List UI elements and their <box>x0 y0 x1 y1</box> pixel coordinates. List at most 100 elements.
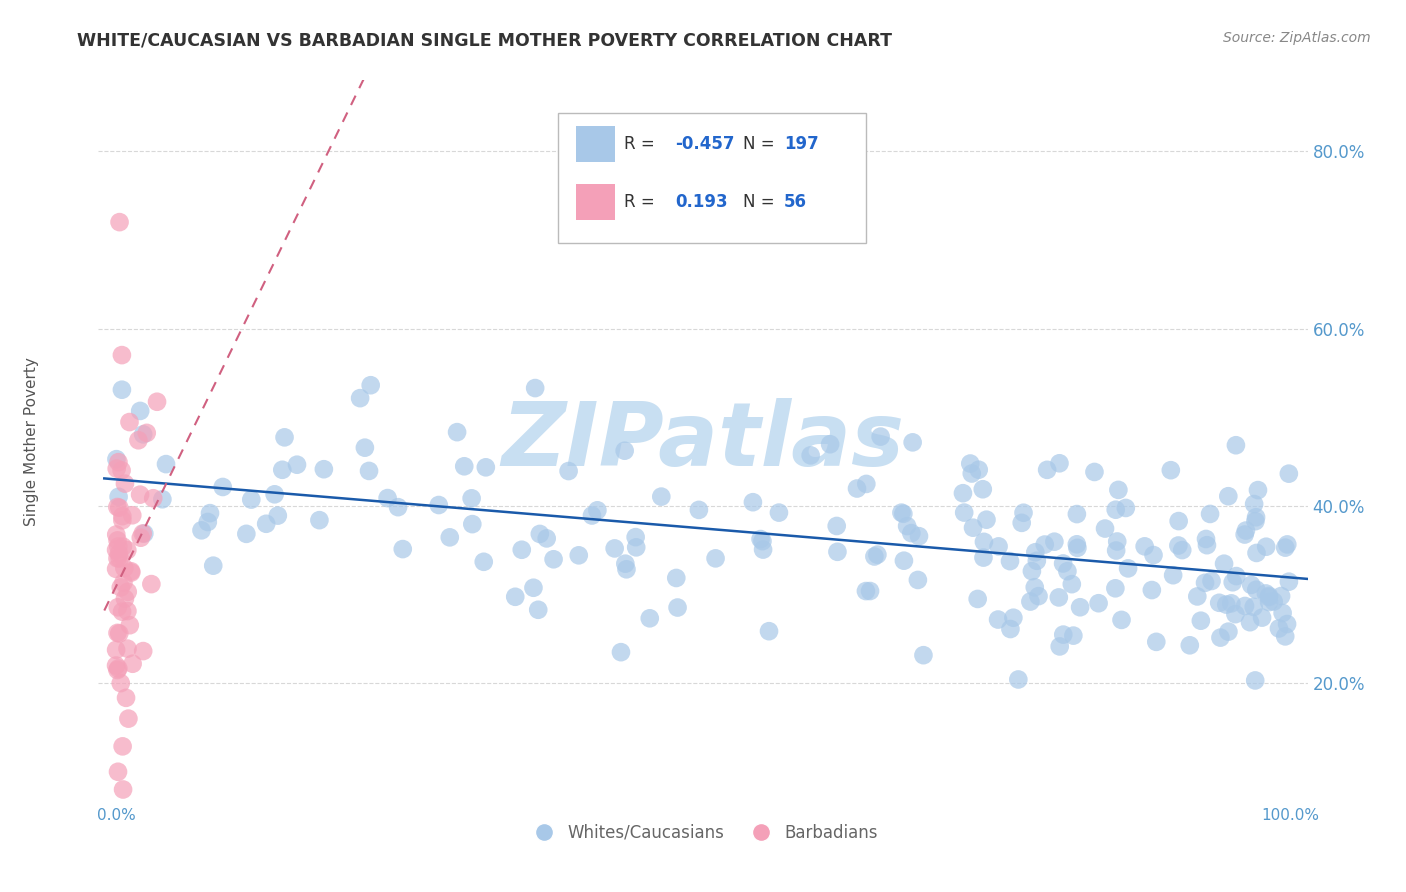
Point <box>1213 557 1236 571</box>
Point <box>105 542 128 557</box>
Point <box>893 554 915 568</box>
Point <box>1116 561 1139 575</box>
Point <box>901 435 924 450</box>
Point <box>115 690 138 705</box>
Point <box>1066 507 1088 521</box>
Point <box>110 581 132 595</box>
Point <box>108 500 131 515</box>
Point <box>1225 569 1247 583</box>
Point <box>1194 575 1216 590</box>
Point <box>1028 589 1050 603</box>
Point <box>998 554 1021 568</box>
Point <box>912 648 935 663</box>
Point <box>749 532 772 546</box>
Point <box>624 541 647 555</box>
Point <box>751 534 773 549</box>
FancyBboxPatch shape <box>558 112 866 243</box>
Text: R =: R = <box>624 193 655 211</box>
Point <box>768 506 790 520</box>
Point <box>1105 543 1128 558</box>
Point <box>312 462 335 476</box>
Point <box>1024 580 1046 594</box>
Bar <box>576 184 614 219</box>
Point <box>141 577 163 591</box>
Point <box>1111 613 1133 627</box>
Text: R =: R = <box>624 135 655 153</box>
Point <box>1178 638 1201 652</box>
Point <box>197 515 219 529</box>
Point <box>112 575 135 590</box>
Point <box>529 527 551 541</box>
Point <box>522 581 544 595</box>
Point <box>1115 500 1137 515</box>
Point <box>1209 631 1232 645</box>
Point <box>603 541 626 556</box>
Point <box>1201 574 1223 588</box>
Point <box>112 782 135 797</box>
Point <box>1215 598 1237 612</box>
Point <box>869 429 891 443</box>
Point <box>1247 483 1270 497</box>
Point <box>1047 591 1070 605</box>
Point <box>117 641 139 656</box>
Point <box>827 545 849 559</box>
Point <box>1049 640 1071 654</box>
Point <box>117 584 139 599</box>
Text: 197: 197 <box>785 135 818 153</box>
Point <box>118 415 141 429</box>
Point <box>1240 578 1263 592</box>
Point <box>614 557 637 571</box>
Point <box>1052 627 1074 641</box>
Point <box>107 533 129 548</box>
Point <box>107 663 129 677</box>
Point <box>1220 596 1243 610</box>
Point <box>855 584 877 599</box>
Point <box>1062 629 1084 643</box>
Point <box>202 558 225 573</box>
Point <box>453 459 475 474</box>
Text: Source: ZipAtlas.com: Source: ZipAtlas.com <box>1223 31 1371 45</box>
Point <box>967 463 990 477</box>
Point <box>987 613 1010 627</box>
Point <box>107 626 129 640</box>
Point <box>1199 507 1222 521</box>
Point <box>461 517 484 532</box>
Point <box>758 624 780 639</box>
Point <box>953 506 976 520</box>
Point <box>1024 545 1046 559</box>
Point <box>893 507 915 521</box>
Point <box>117 543 139 558</box>
Point <box>1133 539 1156 553</box>
Point <box>1171 543 1194 558</box>
Point <box>134 526 156 541</box>
Point <box>1012 506 1035 520</box>
Point <box>1002 611 1025 625</box>
Point <box>973 534 995 549</box>
Point <box>111 739 134 754</box>
Point <box>1056 564 1078 578</box>
Point <box>586 503 609 517</box>
Point <box>1256 540 1278 554</box>
Point <box>111 540 134 554</box>
Point <box>1271 606 1294 620</box>
Point <box>1187 590 1209 604</box>
Point <box>117 604 139 618</box>
Point <box>1243 497 1265 511</box>
Point <box>1161 568 1184 582</box>
Point <box>472 555 495 569</box>
Point <box>108 547 131 561</box>
Point <box>1105 502 1128 516</box>
Point <box>1066 537 1088 551</box>
Point <box>1278 574 1301 589</box>
Point <box>1007 673 1029 687</box>
Point <box>271 463 294 477</box>
Point <box>108 215 131 229</box>
Point <box>129 404 152 418</box>
Point <box>1275 617 1298 632</box>
Point <box>1246 582 1268 597</box>
Point <box>308 513 330 527</box>
Point <box>105 461 128 475</box>
Text: Single Mother Poverty: Single Mother Poverty <box>24 357 39 526</box>
Point <box>129 531 152 545</box>
Point <box>198 506 221 520</box>
